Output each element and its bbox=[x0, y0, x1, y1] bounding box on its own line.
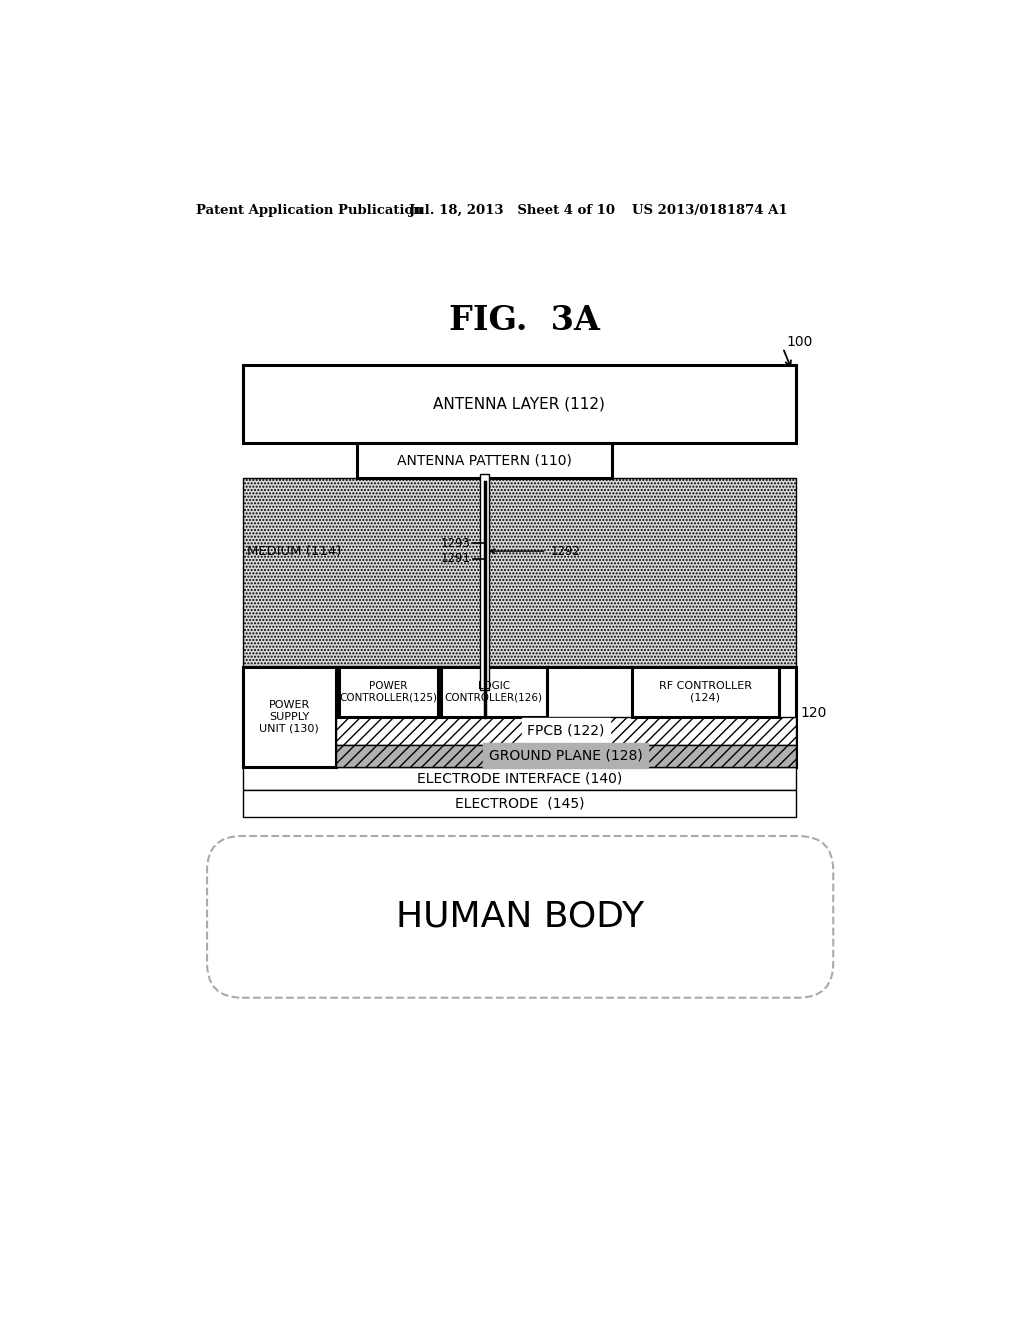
Bar bbox=[632, 667, 779, 717]
Text: 120: 120 bbox=[801, 706, 827, 719]
Text: Patent Application Publication: Patent Application Publication bbox=[197, 205, 423, 218]
Text: ELECTRODE  (145): ELECTRODE (145) bbox=[455, 796, 584, 810]
Text: RF CONTROLLER
(124): RF CONTROLLER (124) bbox=[658, 681, 752, 702]
Text: ELECTRODE INTERFACE (140): ELECTRODE INTERFACE (140) bbox=[417, 771, 622, 785]
Bar bbox=[243, 789, 796, 817]
Bar bbox=[243, 667, 336, 767]
Text: MEDIUM (114): MEDIUM (114) bbox=[248, 545, 342, 557]
Bar bbox=[243, 364, 796, 444]
Bar bbox=[336, 717, 796, 744]
Text: 1293: 1293 bbox=[440, 537, 471, 550]
Text: Jul. 18, 2013   Sheet 4 of 10: Jul. 18, 2013 Sheet 4 of 10 bbox=[409, 205, 614, 218]
Text: 1291: 1291 bbox=[440, 552, 471, 565]
Text: 1292: 1292 bbox=[550, 545, 581, 557]
Text: POWER
CONTROLLER(125): POWER CONTROLLER(125) bbox=[339, 681, 437, 702]
Bar bbox=[480, 474, 489, 689]
Text: FIG.  3A: FIG. 3A bbox=[450, 304, 600, 337]
Text: 100: 100 bbox=[786, 335, 813, 348]
Bar bbox=[336, 744, 796, 767]
Bar bbox=[356, 444, 612, 478]
Bar bbox=[243, 767, 796, 789]
Bar bbox=[441, 667, 547, 717]
Text: US 2013/0181874 A1: US 2013/0181874 A1 bbox=[632, 205, 787, 218]
Text: LOGIC
CONTROLLER(126): LOGIC CONTROLLER(126) bbox=[444, 681, 543, 702]
Text: POWER
SUPPLY
UNIT (130): POWER SUPPLY UNIT (130) bbox=[259, 700, 319, 733]
Text: ANTENNA LAYER (112): ANTENNA LAYER (112) bbox=[433, 396, 605, 412]
Text: GROUND PLANE (128): GROUND PLANE (128) bbox=[489, 748, 643, 763]
Bar bbox=[243, 478, 796, 667]
Text: FPCB (122): FPCB (122) bbox=[527, 723, 604, 738]
Text: ANTENNA PATTERN (110): ANTENNA PATTERN (110) bbox=[397, 454, 572, 467]
Bar bbox=[339, 667, 438, 717]
Text: HUMAN BODY: HUMAN BODY bbox=[396, 900, 644, 933]
FancyBboxPatch shape bbox=[207, 836, 834, 998]
Bar bbox=[243, 667, 796, 767]
